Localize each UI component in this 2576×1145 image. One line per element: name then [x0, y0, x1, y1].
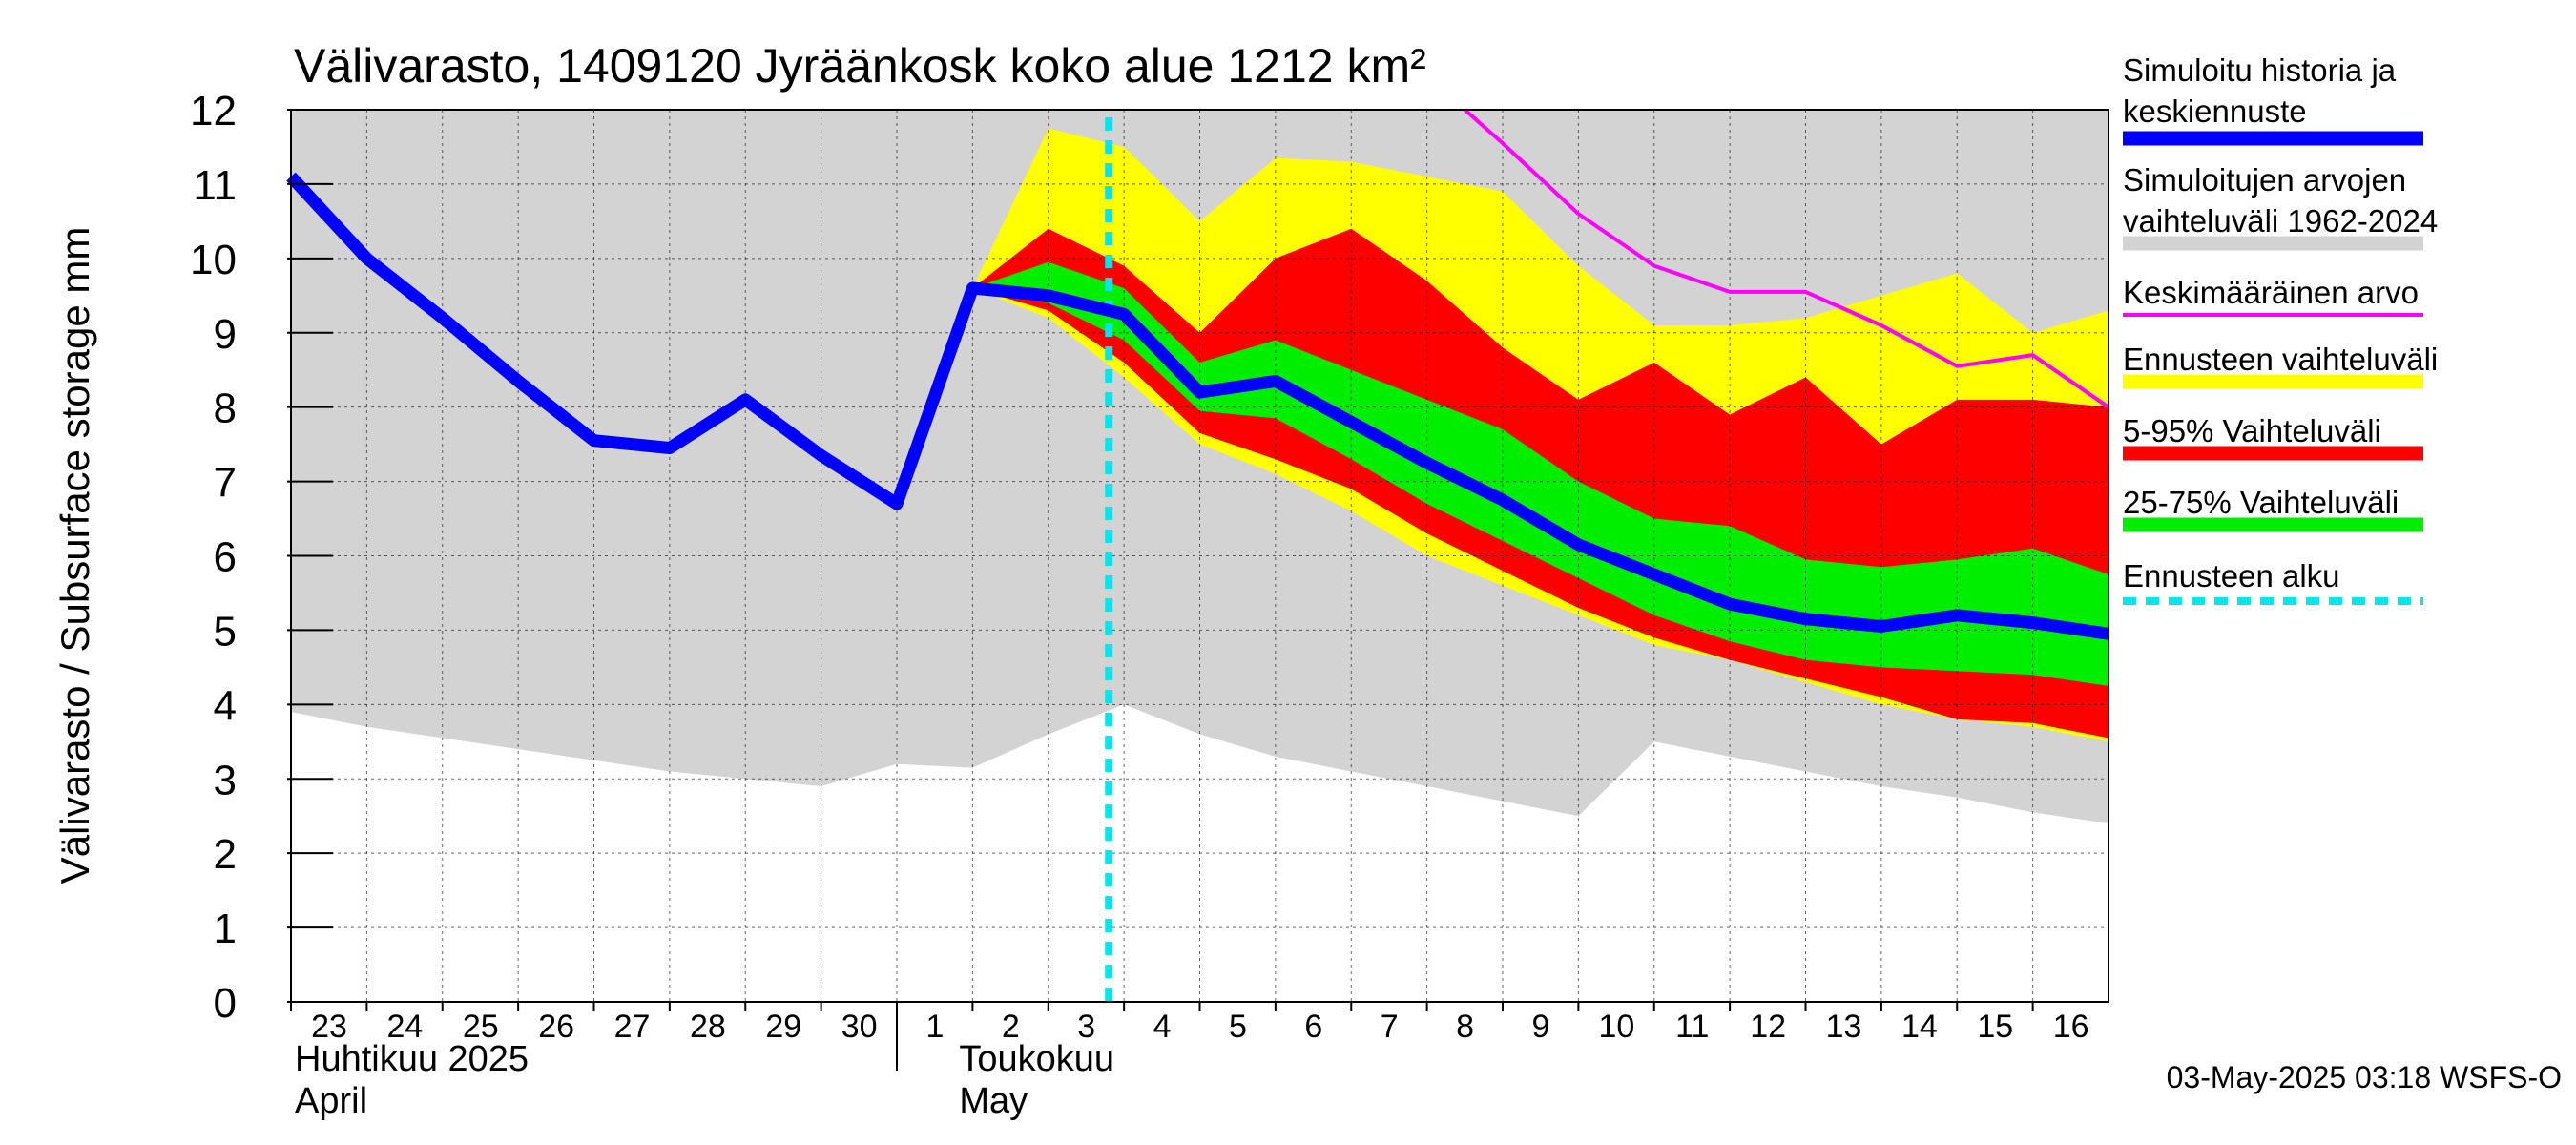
x-tick-label: 24	[386, 1009, 423, 1045]
y-tick-label: 3	[214, 757, 237, 803]
x-tick-label: 11	[1675, 1009, 1709, 1045]
legend-label: Simuloitujen arvojen	[2123, 162, 2406, 198]
x-tick-label: 27	[614, 1009, 651, 1045]
y-tick-label: 12	[190, 88, 237, 135]
month-label: Huhtikuu 2025	[295, 1039, 529, 1079]
y-tick-label: 0	[214, 980, 237, 1027]
x-tick-label: 29	[765, 1009, 801, 1045]
legend-label: Keskimääräinen arvo	[2123, 275, 2419, 310]
y-axis-label: Välivarasto / Subsurface storage mm	[52, 227, 97, 885]
legend-label: Ennusteen vaihteluväli	[2123, 342, 2438, 377]
x-tick-label: 28	[690, 1009, 726, 1045]
month-label-en: May	[959, 1081, 1028, 1121]
legend-label: keskiennuste	[2123, 94, 2307, 129]
legend-label: vaihteluväli 1962-2024	[2123, 203, 2438, 239]
legend-label: Ennusteen alku	[2123, 558, 2340, 593]
x-tick-label: 15	[1977, 1009, 2013, 1045]
chart-title: Välivarasto, 1409120 Jyräänkosk koko alu…	[294, 39, 1426, 93]
legend-label: Simuloitu historia ja	[2123, 52, 2397, 88]
y-tick-label: 2	[214, 831, 237, 878]
x-tick-label: 23	[311, 1009, 347, 1045]
series-line-simuloitu-historia-ja-keskiennuste	[286, 172, 2109, 640]
y-tick-label: 1	[214, 906, 237, 952]
y-tick-label: 11	[193, 162, 237, 209]
x-tick-label: 8	[1456, 1009, 1474, 1045]
y-tick-label: 10	[190, 237, 237, 283]
y-tick-label: 6	[214, 534, 237, 581]
x-tick-label: 25	[463, 1009, 499, 1045]
band-25-75-vaihteluv-li	[972, 261, 2109, 686]
x-tick-label: 7	[1381, 1009, 1399, 1045]
x-tick-label: 30	[841, 1009, 878, 1045]
x-tick-label: 5	[1229, 1009, 1247, 1045]
x-tick-label: 1	[926, 1009, 945, 1045]
y-tick-label: 7	[214, 460, 237, 507]
x-tick-label: 3	[1077, 1009, 1095, 1045]
x-tick-label: 16	[2053, 1009, 2089, 1045]
y-tick-label: 4	[214, 682, 237, 729]
legend-label: 5-95% Vaihteluväli	[2123, 413, 2381, 448]
x-tick-label: 9	[1532, 1009, 1550, 1045]
month-label: Toukokuu	[959, 1039, 1114, 1079]
y-tick-label: 9	[214, 311, 237, 358]
x-tick-label: 26	[538, 1009, 574, 1045]
grid-layer	[291, 110, 2109, 1002]
legend-label: 25-75% Vaihteluväli	[2123, 485, 2399, 520]
legend: Simuloitu historia ja keskiennuste Simuloi…	[2123, 52, 2438, 605]
x-tick-label: 6	[1304, 1009, 1322, 1045]
series-line-keskim-r-inen-arvo	[1463, 108, 2110, 409]
lines-layer	[286, 108, 2110, 1002]
x-tick-label: 2	[1002, 1009, 1020, 1045]
footer-timestamp: 03-May-2025 03:18 WSFS-O	[2167, 1060, 2562, 1094]
x-tick-label: 12	[1750, 1009, 1786, 1045]
x-axis: 23 24 25 26 27 28 29 30 1 2 3 4 5 6 7 8 9 10 11 12 13 14 15 16	[290, 1002, 2089, 1071]
y-tick-label: 5	[214, 608, 237, 655]
x-tick-label: 14	[1901, 1009, 1938, 1045]
x-tick-label: 4	[1153, 1009, 1172, 1045]
x-tick-label: 13	[1826, 1009, 1862, 1045]
month-label-en: April	[295, 1081, 367, 1121]
x-tick-label: 10	[1598, 1009, 1634, 1045]
y-tick-label: 8	[214, 385, 237, 432]
